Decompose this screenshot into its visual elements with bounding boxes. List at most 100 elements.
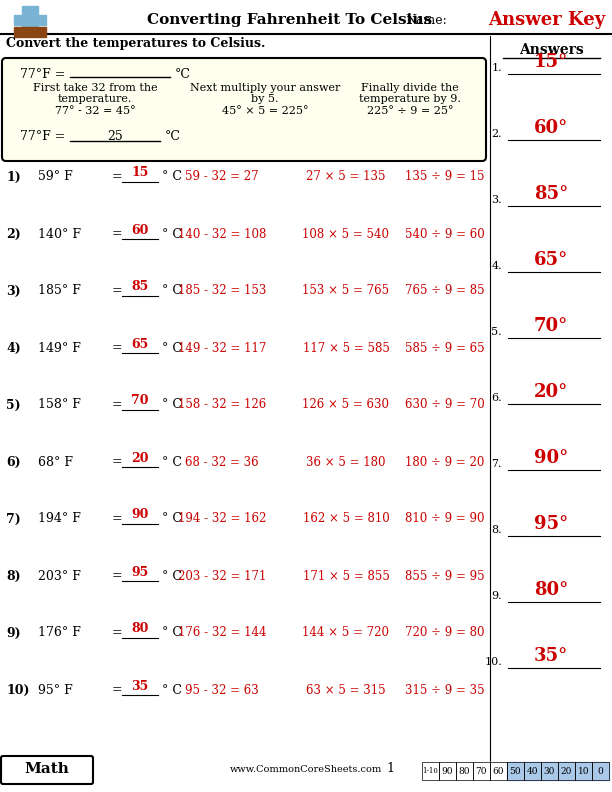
Text: Math: Math (24, 762, 69, 776)
Text: 60°: 60° (534, 119, 568, 137)
Text: =: = (112, 683, 122, 696)
Text: 45° × 5 = 225°: 45° × 5 = 225° (222, 106, 308, 116)
Bar (524, 762, 541, 780)
Text: ° C: ° C (162, 341, 182, 355)
Text: 0: 0 (598, 767, 603, 775)
Bar (541, 762, 558, 780)
Text: 162 × 5 = 810: 162 × 5 = 810 (302, 512, 389, 526)
Text: 68 - 32 = 36: 68 - 32 = 36 (185, 455, 259, 469)
Text: First take 32 from the: First take 32 from the (32, 83, 157, 93)
Text: 185 - 32 = 153: 185 - 32 = 153 (178, 284, 266, 298)
Text: ° C: ° C (162, 455, 182, 469)
Text: 135 ÷ 9 = 15: 135 ÷ 9 = 15 (405, 170, 485, 184)
Text: 158 - 32 = 126: 158 - 32 = 126 (178, 398, 266, 412)
Bar (473, 762, 490, 780)
Text: 80°: 80° (534, 581, 568, 599)
Text: 63 × 5 = 315: 63 × 5 = 315 (306, 683, 386, 696)
Bar (558, 762, 575, 780)
Text: 540 ÷ 9 = 60: 540 ÷ 9 = 60 (405, 227, 485, 241)
Text: 77° - 32 = 45°: 77° - 32 = 45° (54, 106, 135, 116)
Text: 70°: 70° (534, 317, 568, 335)
Text: 630 ÷ 9 = 70: 630 ÷ 9 = 70 (405, 398, 485, 412)
Bar (473, 762, 490, 780)
Text: 25: 25 (107, 131, 123, 143)
Text: 7.: 7. (491, 459, 502, 469)
Text: 80: 80 (132, 623, 149, 635)
Text: 149° F: 149° F (38, 341, 81, 355)
Text: 68° F: 68° F (38, 455, 73, 469)
Text: 59° F: 59° F (38, 170, 73, 184)
Text: www.CommonCoreSheets.com: www.CommonCoreSheets.com (230, 764, 382, 774)
Bar (439, 762, 456, 780)
Text: 20: 20 (561, 767, 572, 775)
Text: ° C: ° C (162, 170, 182, 184)
Text: Next multiply your answer: Next multiply your answer (190, 83, 340, 93)
Text: 10: 10 (578, 767, 589, 775)
Text: 70: 70 (476, 767, 487, 775)
Text: 108 × 5 = 540: 108 × 5 = 540 (302, 227, 389, 241)
Text: 35: 35 (132, 680, 149, 692)
Bar (422, 762, 439, 780)
Text: 140° F: 140° F (38, 227, 81, 241)
Text: 60: 60 (132, 223, 149, 237)
Text: =: = (112, 170, 122, 184)
Text: 8): 8) (6, 569, 21, 582)
Bar (558, 762, 575, 780)
Text: 77°F =: 77°F = (20, 131, 69, 143)
Text: 95°: 95° (534, 515, 568, 533)
Text: °C: °C (165, 131, 181, 143)
Text: 203° F: 203° F (38, 569, 81, 582)
Bar (541, 762, 558, 780)
Text: 40: 40 (527, 767, 538, 775)
FancyBboxPatch shape (1, 756, 93, 784)
Text: 9): 9) (6, 626, 21, 639)
Text: 95 - 32 = 63: 95 - 32 = 63 (185, 683, 259, 696)
Text: =: = (112, 341, 122, 355)
Bar (14, 15, 46, 25)
Text: 10.: 10. (484, 657, 502, 667)
Text: =: = (112, 626, 122, 639)
Text: 171 × 5 = 855: 171 × 5 = 855 (302, 569, 389, 582)
Text: 59 - 32 = 27: 59 - 32 = 27 (185, 170, 259, 184)
Text: ° C: ° C (162, 683, 182, 696)
Text: 203 - 32 = 171: 203 - 32 = 171 (178, 569, 266, 582)
Text: 153 × 5 = 765: 153 × 5 = 765 (302, 284, 390, 298)
Text: 65°: 65° (534, 251, 568, 269)
Bar (490, 762, 507, 780)
Text: 176 - 32 = 144: 176 - 32 = 144 (177, 626, 266, 639)
Text: 90: 90 (442, 767, 453, 775)
Text: 3): 3) (6, 284, 21, 298)
Text: 185° F: 185° F (38, 284, 81, 298)
Text: Convert the temperatures to Celsius.: Convert the temperatures to Celsius. (6, 37, 266, 51)
Text: 27 × 5 = 135: 27 × 5 = 135 (306, 170, 386, 184)
Text: 855 ÷ 9 = 95: 855 ÷ 9 = 95 (405, 569, 485, 582)
Text: 3.: 3. (491, 195, 502, 205)
Text: 80: 80 (459, 767, 470, 775)
Text: 6.: 6. (491, 393, 502, 403)
Text: 20°: 20° (534, 383, 568, 401)
Text: 1): 1) (6, 170, 21, 184)
Text: 4): 4) (6, 341, 21, 355)
Text: 194 - 32 = 162: 194 - 32 = 162 (178, 512, 266, 526)
Text: 9.: 9. (491, 591, 502, 601)
Text: 149 - 32 = 117: 149 - 32 = 117 (178, 341, 266, 355)
Text: 20: 20 (131, 451, 149, 464)
Text: 1.: 1. (491, 63, 502, 73)
Text: Finally divide the: Finally divide the (361, 83, 459, 93)
Bar (439, 762, 456, 780)
Text: 36 × 5 = 180: 36 × 5 = 180 (306, 455, 386, 469)
Text: 95° F: 95° F (38, 683, 73, 696)
Bar (507, 762, 524, 780)
Text: 720 ÷ 9 = 80: 720 ÷ 9 = 80 (405, 626, 485, 639)
Text: =: = (112, 455, 122, 469)
Text: Name:: Name: (405, 13, 447, 26)
Text: 6): 6) (6, 455, 21, 469)
FancyBboxPatch shape (2, 58, 486, 161)
Text: 2): 2) (6, 227, 21, 241)
Bar (592, 762, 609, 780)
Bar (575, 762, 592, 780)
Bar (422, 762, 439, 780)
Text: 8.: 8. (491, 525, 502, 535)
Text: 810 ÷ 9 = 90: 810 ÷ 9 = 90 (405, 512, 485, 526)
Text: 1-10: 1-10 (422, 767, 438, 775)
